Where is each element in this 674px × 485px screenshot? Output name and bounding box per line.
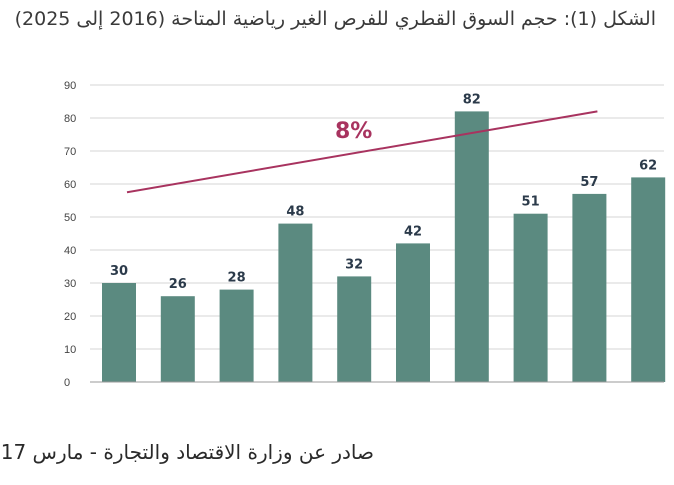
y-tick-label: 30 <box>64 278 76 290</box>
source-note: صادر عن وزارة الاقتصاد والتجارة - مارس 2… <box>0 440 374 464</box>
trend-label: 8% <box>335 119 372 144</box>
bar-value-label: 30 <box>110 264 128 279</box>
bar-value-label: 42 <box>404 224 422 239</box>
y-axis-ticks: 0 10 20 30 40 50 60 70 80 90 <box>64 80 76 389</box>
bar-value-label: 26 <box>169 277 187 292</box>
bar-value-label: 57 <box>580 175 598 190</box>
bar <box>337 276 372 382</box>
bar <box>160 296 195 382</box>
bar <box>219 289 254 382</box>
data-labels: 30 26 28 48 32 42 82 51 57 62 <box>110 92 657 292</box>
y-tick-label: 80 <box>64 113 76 125</box>
bar-value-label: 48 <box>286 205 304 220</box>
bar <box>572 193 607 382</box>
bar <box>278 223 313 382</box>
bar-chart: 0 10 20 30 40 50 60 70 80 90 30 26 28 48 32 42 82 51 57 62… <box>64 80 666 389</box>
bars <box>102 111 666 383</box>
bar <box>454 111 489 383</box>
y-tick-label: 50 <box>64 212 76 224</box>
y-tick-label: 60 <box>64 179 76 191</box>
y-tick-label: 90 <box>64 80 76 92</box>
gridlines <box>90 84 664 350</box>
y-tick-label: 10 <box>64 344 76 356</box>
bar-value-label: 51 <box>522 195 540 210</box>
y-tick-label: 40 <box>64 245 76 257</box>
bar-value-label: 32 <box>345 257 363 272</box>
trend-line <box>126 110 598 194</box>
bar-value-label: 28 <box>228 271 246 286</box>
bar-value-label: 82 <box>463 92 481 107</box>
y-tick-label: 20 <box>64 311 76 323</box>
y-tick-label: 0 <box>64 377 70 389</box>
chart-title: الشكل (1): حجم السوق القطري للفرص الغير … <box>14 8 656 30</box>
y-tick-label: 70 <box>64 146 76 158</box>
bar <box>102 283 136 382</box>
bar <box>631 177 666 382</box>
bar <box>513 213 548 382</box>
bar <box>396 243 430 382</box>
bar-value-label: 62 <box>639 158 657 173</box>
